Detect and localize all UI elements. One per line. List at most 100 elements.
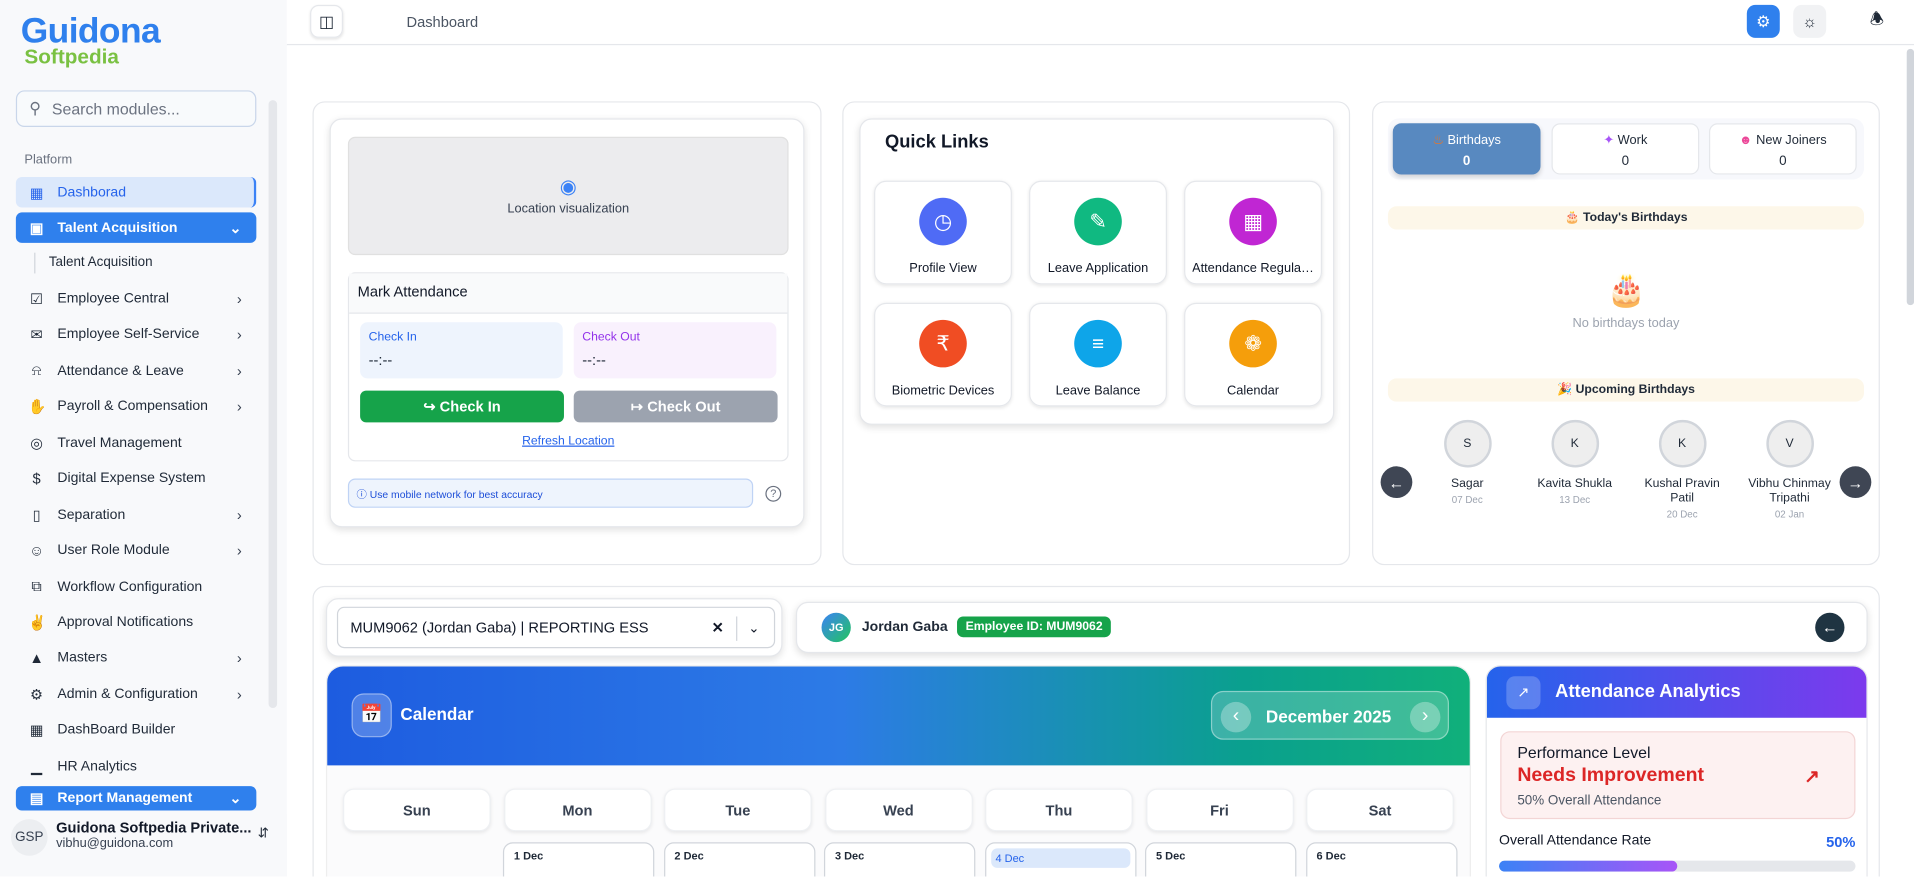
back-arrow-icon[interactable]: ← <box>1815 612 1845 643</box>
tab-count: 0 <box>1462 153 1471 169</box>
gear-icon: ⚙ <box>30 685 44 703</box>
sidebar-scrollbar[interactable] <box>268 100 278 709</box>
birthday-date: 02 Jan <box>1774 509 1805 521</box>
chevron-right-icon: › <box>236 361 242 380</box>
sidebar-item-report-management[interactable]: ▤ Report Management ⌄ <box>15 786 257 811</box>
sidebar-item-hr-analytics[interactable]: ▁ HR Analytics <box>16 751 256 782</box>
theme-sun-icon[interactable]: ☼ <box>1793 4 1827 38</box>
quick-link-profile-view[interactable]: ◷ Profile View <box>874 180 1012 285</box>
page-scrollbar[interactable] <box>1906 48 1914 306</box>
sidebar-item-separation[interactable]: ▯ Separation › <box>16 499 256 530</box>
upcoming-birthday-item[interactable]: K Kushal Pravin Patil 20 Dec <box>1633 419 1731 520</box>
chevron-right-icon: › <box>236 648 242 666</box>
sidebar-item-dashborad[interactable]: ▦ Dashborad <box>15 177 257 208</box>
sidebar-item-dashboard-builder[interactable]: ▦ DashBoard Builder <box>16 714 256 745</box>
calendar-date-cell[interactable]: 5 Dec <box>1145 842 1297 877</box>
tab-work[interactable]: ✦ Work 0 <box>1551 123 1700 175</box>
clear-x-icon[interactable]: ✕ <box>711 618 724 636</box>
scroll-icon: ≡ <box>1074 319 1122 368</box>
prev-month-chevron-icon[interactable]: ‹ <box>1220 701 1252 733</box>
employee-id-badge: Employee ID: MUM9062 <box>957 616 1112 638</box>
chevron-down-icon: ⌄ <box>229 789 242 807</box>
calendar-date-cell[interactable]: 2 Dec <box>663 842 815 877</box>
help-icon[interactable]: ? <box>765 485 782 502</box>
employee-select[interactable]: MUM9062 (Jordan Gaba) | REPORTING ESS ✕ … <box>336 606 776 649</box>
sidebar-item-approval-notifications[interactable]: ✌ Approval Notifications <box>16 607 256 638</box>
sidebar-item-label: Digital Expense System <box>57 470 206 486</box>
sidebar-item-employee-self-service[interactable]: ✉ Employee Self-Service › <box>16 319 256 350</box>
settings-gear-icon[interactable]: ⚙ <box>1746 4 1780 38</box>
calendar-date-cell[interactable]: 4 Dec <box>984 842 1136 877</box>
carousel-prev-arrow-icon[interactable]: ← <box>1380 466 1413 499</box>
tab-new-joiners[interactable]: ☻ New Joiners 0 <box>1708 123 1857 175</box>
account-footer[interactable]: GSP Guidona Softpedia Private... vibhu@g… <box>0 814 287 877</box>
employee-select-wrapper: MUM9062 (Jordan Gaba) | REPORTING ESS ✕ … <box>325 598 783 657</box>
sidebar-item-digital-expense-system[interactable]: $ Digital Expense System <box>16 463 256 494</box>
attendance-rate-fill <box>1499 860 1678 872</box>
users-icon: ☻ <box>1739 133 1753 148</box>
employee-avatar: JG <box>821 612 851 643</box>
refresh-location-link[interactable]: Refresh Location <box>522 434 615 448</box>
todays-birthdays-header: 🎂 Today's Birthdays <box>1387 206 1865 230</box>
quick-link-leave-application[interactable]: ✎ Leave Application <box>1029 180 1167 285</box>
upcoming-birthday-item[interactable]: K Kavita Shukla 13 Dec <box>1526 419 1624 505</box>
section-label: Platform <box>24 152 73 168</box>
notification-bell-icon[interactable]: 🕭 <box>1869 9 1884 28</box>
chevron-down-icon[interactable]: ⌄ <box>748 620 760 636</box>
quick-links-panel: Quick Links ◷ Profile View ✎ Leave Applicat… <box>859 118 1335 425</box>
sidebar-item-payroll-compensation[interactable]: ✋ Payroll & Compensation › <box>16 391 256 422</box>
analytics-title: Attendance Analytics <box>1555 681 1741 702</box>
sidebar-item-attendance-leave[interactable]: ⍾ Attendance & Leave › <box>16 355 256 386</box>
tab-count: 0 <box>1621 153 1630 169</box>
party-popper-icon: ✦ <box>1603 133 1615 148</box>
upcoming-birthday-item[interactable]: S Sagar 07 Dec <box>1418 419 1516 506</box>
sidebar-item-label: Report Management <box>57 791 193 806</box>
quick-link-biometric-devices[interactable]: ₹ Biometric Devices <box>874 302 1012 407</box>
quick-link-label: Profile View <box>909 261 977 276</box>
quick-link-attendance-regularization[interactable]: ▦ Attendance Regularization <box>1184 180 1323 285</box>
check-in-button[interactable]: ↪ Check In <box>360 390 564 423</box>
thumbs-up-icon: ✌ <box>28 613 47 631</box>
calendar-header: 📅 Calendar ‹ December 2025 › <box>327 666 1470 766</box>
next-month-chevron-icon[interactable]: › <box>1409 701 1441 733</box>
calendar-date-cell[interactable]: 6 Dec <box>1305 842 1457 877</box>
party-popper-icon: 🎉 <box>1556 383 1576 397</box>
sidebar-toggle-icon[interactable]: ◫ <box>310 4 344 38</box>
sidebar-item-masters[interactable]: ▲ Masters › <box>16 642 256 673</box>
clock-icon: ◷ <box>919 197 967 246</box>
birthday-date: 07 Dec <box>1451 494 1483 506</box>
tab-birthdays[interactable]: ♨ Birthdays 0 <box>1392 123 1541 175</box>
chevrons-up-down-icon[interactable]: ⇵ <box>257 826 269 842</box>
calendar-date-cell[interactable]: 3 Dec <box>823 842 976 877</box>
chevron-down-icon: ⌄ <box>229 219 242 237</box>
sidebar-item-label: Separation <box>57 507 126 522</box>
quick-link-leave-balance[interactable]: ≡ Leave Balance <box>1029 302 1167 407</box>
sidebar-item-workflow-configuration[interactable]: ⧉ Workflow Configuration <box>16 571 256 602</box>
date-label: 6 Dec <box>1316 849 1346 862</box>
check-out-button-label: Check Out <box>647 397 721 416</box>
location-map: ◉ Location visualization <box>347 136 789 256</box>
sidebar-subitem-talent-acquisition[interactable]: Talent Acquisition <box>34 252 153 274</box>
carousel-next-arrow-icon[interactable]: → <box>1839 466 1872 499</box>
logo: Guidona <box>20 12 161 52</box>
sidebar-item-talent-acquisition[interactable]: ▣ Talent Acquisition ⌄ <box>15 212 257 243</box>
sidebar-item-user-role-module[interactable]: ☺ User Role Module › <box>16 535 256 566</box>
employee-name: Jordan Gaba <box>861 620 948 635</box>
map-label: Location visualization <box>507 201 630 217</box>
avatar: K <box>1658 419 1706 468</box>
upcoming-birthday-item[interactable]: V Vibhu Chinmay Tripathi 02 Jan <box>1741 419 1839 521</box>
calendar-date-cell[interactable]: 1 Dec <box>502 842 655 877</box>
performance-subtext: 50% Overall Attendance <box>1517 793 1662 809</box>
check-in-display: Check In --:-- <box>360 322 563 379</box>
sidebar-item-travel-management[interactable]: ◎ Travel Management <box>16 427 256 458</box>
file-icon: ▤ <box>29 789 44 807</box>
date-label: 1 Dec <box>513 849 544 862</box>
check-out-button[interactable]: ↦ Check Out <box>573 390 778 423</box>
quick-link-calendar[interactable]: ❁ Calendar <box>1184 302 1323 407</box>
users-icon: ☺ <box>29 541 45 559</box>
handshake-icon: ❁ <box>1229 319 1277 368</box>
sidebar-item-admin-configuration[interactable]: ⚙ Admin & Configuration › <box>16 679 256 710</box>
search-input[interactable]: ⚲ Search modules... <box>15 90 257 127</box>
date-label: 5 Dec <box>1156 849 1186 862</box>
sidebar-item-employee-central[interactable]: ☑ Employee Central › <box>16 283 256 314</box>
